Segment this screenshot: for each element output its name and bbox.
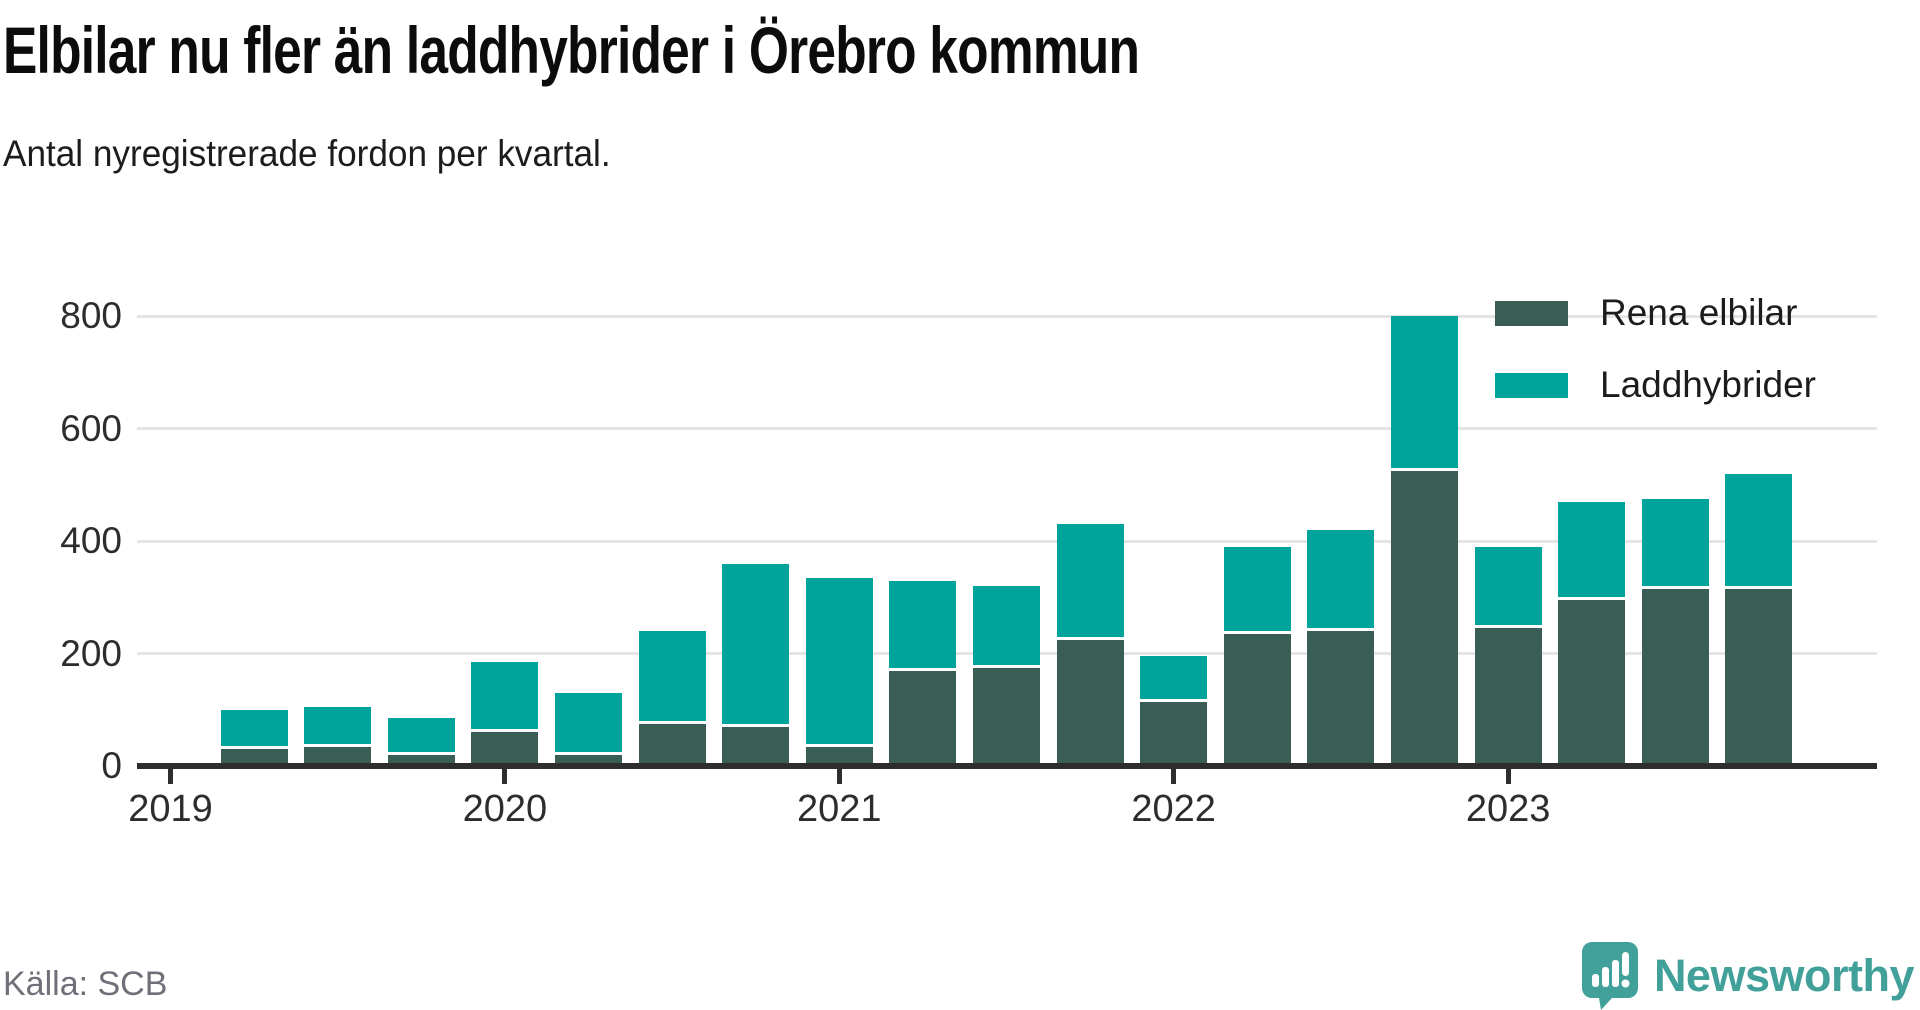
x-tick-label: 2021 <box>797 788 882 830</box>
newsworthy-logo: Newsworthy <box>1581 942 1915 1010</box>
y-gridline <box>137 427 1877 431</box>
y-tick-label: 600 <box>60 407 122 449</box>
bar-2022-K3-laddhybrider <box>1307 529 1375 632</box>
bar-2021-K3-elbilar <box>973 664 1040 766</box>
bar-2023-K1-laddhybrider <box>1474 546 1542 629</box>
bar-2019-K2-laddhybrider <box>220 709 288 750</box>
bar-2021-K2-laddhybrider <box>889 580 957 671</box>
bar-2021-K2-elbilar <box>889 667 957 766</box>
bar-2021-K1-laddhybrider <box>805 577 873 747</box>
bar-2023-K2-elbilar <box>1558 597 1626 766</box>
legend-label-elbilar: Rena elbilar <box>1600 292 1798 333</box>
x-tick <box>836 769 842 784</box>
bar-2022-K1-elbilar <box>1140 698 1208 766</box>
y-gridline <box>137 539 1877 543</box>
bar-2019-K4-laddhybrider <box>387 718 455 755</box>
x-tick <box>1171 769 1177 784</box>
legend-swatch-elbilar <box>1495 300 1568 326</box>
legend: Rena elbilar Laddhybrider <box>1495 292 1816 406</box>
bar-2023-K1-elbilar <box>1474 625 1542 766</box>
x-tick <box>502 769 508 784</box>
bar-2020-K2-laddhybrider <box>555 692 622 755</box>
bar-2023-K4-elbilar <box>1725 586 1793 766</box>
bar-2022-K4-laddhybrider <box>1391 316 1458 472</box>
x-tick-label: 2019 <box>128 788 213 830</box>
legend-item-laddhybrider: Laddhybrider <box>1495 364 1816 406</box>
bar-2022-K2-laddhybrider <box>1223 546 1291 635</box>
bar-2020-K3-elbilar <box>638 721 706 766</box>
bar-2022-K3-elbilar <box>1307 628 1375 766</box>
bar-2020-K3-laddhybrider <box>638 631 706 725</box>
bar-2020-K1-laddhybrider <box>471 662 539 733</box>
source-label: Källa: SCB <box>3 965 168 1003</box>
bar-2020-K4-laddhybrider <box>722 563 790 727</box>
bar-chart-icon <box>1581 942 1638 1010</box>
bar-2019-K3-elbilar <box>304 743 372 766</box>
newsworthy-logo-icon <box>1581 942 1638 1010</box>
bar-2020-K2-elbilar <box>555 751 622 766</box>
legend-label-laddhybrider: Laddhybrider <box>1600 364 1816 405</box>
bar-2019-K3-laddhybrider <box>304 706 372 747</box>
x-tick-label: 2023 <box>1465 788 1551 830</box>
bar-2021-K3-laddhybrider <box>973 586 1040 668</box>
chart-title: Elbilar nu fler än laddhybrider i Örebro… <box>3 13 1140 87</box>
bar-2021-K1-elbilar <box>805 743 873 766</box>
newsworthy-logo-text: Newsworthy <box>1653 950 1915 1001</box>
bar-2023-K2-laddhybrider <box>1558 501 1626 601</box>
bar-2022-K2-elbilar <box>1223 631 1291 766</box>
bar-2023-K3-laddhybrider <box>1641 499 1709 590</box>
bar-2019-K4-elbilar <box>387 751 455 766</box>
bar-2020-K4-elbilar <box>722 723 790 766</box>
bar-2019-K2-elbilar <box>220 746 288 766</box>
bar-2022-K1-laddhybrider <box>1140 656 1208 702</box>
bar-2023-K4-laddhybrider <box>1725 473 1793 590</box>
y-tick-label: 800 <box>60 295 122 337</box>
x-tick <box>1505 769 1511 784</box>
x-tick-label: 2020 <box>462 788 548 830</box>
x-tick-label: 2022 <box>1131 788 1216 830</box>
legend-item-elbilar: Rena elbilar <box>1495 292 1816 334</box>
y-gridline <box>137 314 1877 318</box>
bar-2023-K3-elbilar <box>1641 586 1709 766</box>
bar-2021-K4-laddhybrider <box>1056 524 1124 640</box>
x-tick <box>168 769 173 784</box>
bar-2022-K4-elbilar <box>1391 468 1458 766</box>
x-axis-line <box>137 763 1877 769</box>
y-tick-label: 400 <box>60 520 122 562</box>
chart-subtitle: Antal nyregistrerade fordon per kvartal. <box>3 133 611 174</box>
bar-2020-K1-elbilar <box>471 729 539 766</box>
legend-swatch-laddhybrider <box>1495 372 1568 398</box>
y-tick-label: 0 <box>101 745 122 786</box>
bar-2021-K4-elbilar <box>1056 636 1124 766</box>
y-tick-label: 200 <box>60 632 122 674</box>
